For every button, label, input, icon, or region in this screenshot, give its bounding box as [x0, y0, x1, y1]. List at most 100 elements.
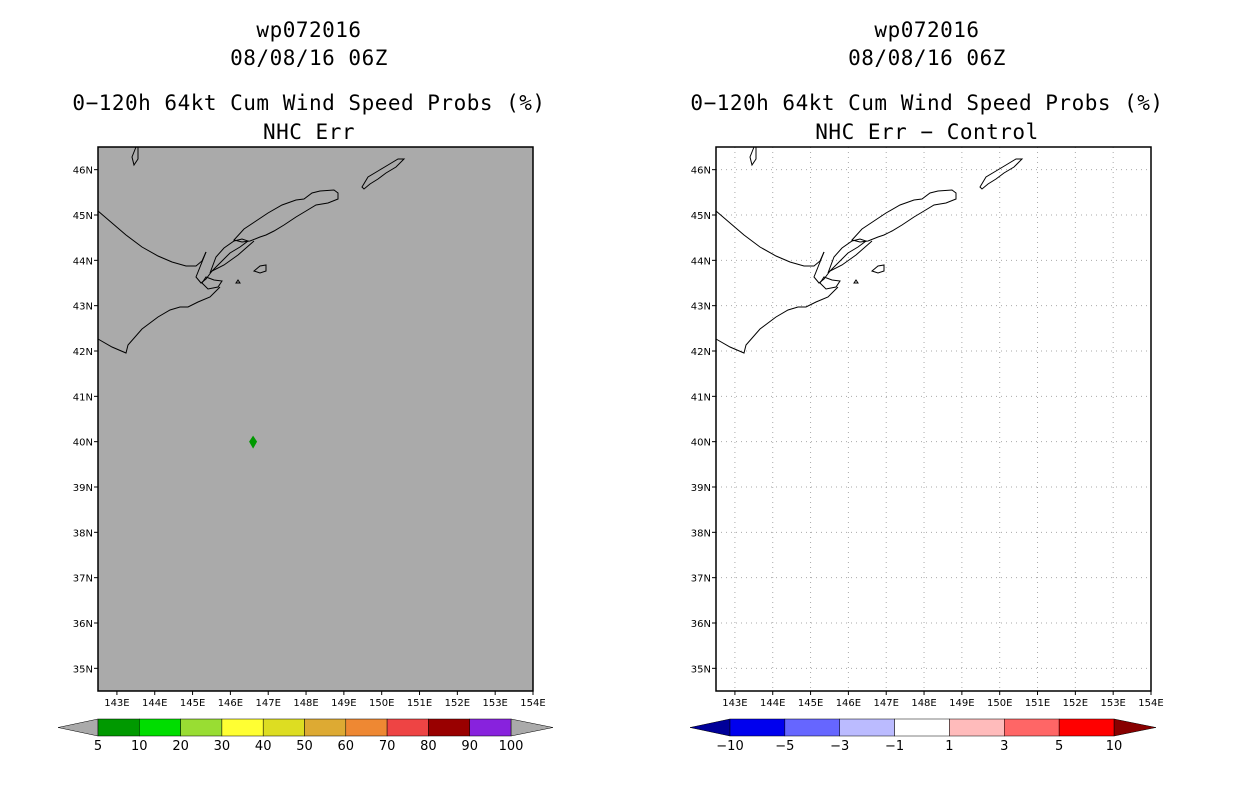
lat-tick-label: 45N — [691, 211, 711, 222]
lat-tick-label: 39N — [73, 483, 93, 494]
plot-frame — [715, 146, 1152, 692]
colorbar-label: 30 — [214, 739, 231, 754]
datetime: 08/08/16 06Z — [230, 46, 388, 70]
lon-tick-label: 143E — [104, 698, 129, 709]
colorbar-label: 100 — [499, 739, 524, 754]
lat-tick-label: 44N — [691, 256, 711, 267]
lon-tick-label: 145E — [798, 698, 823, 709]
colorbar-label: 5 — [1055, 739, 1063, 754]
product-title: 0−120h 64kt Cum Wind Speed Probs (%) — [72, 91, 546, 115]
colorbar-swatch — [304, 718, 347, 737]
lon-tick-label: 143E — [722, 698, 747, 709]
island-outline — [851, 189, 957, 243]
colorbar-swatch — [345, 718, 388, 737]
datetime: 08/08/16 06Z — [848, 46, 1006, 70]
lat-tick-label: 38N — [73, 528, 93, 539]
island-outline — [870, 264, 885, 274]
lon-tick-label: 154E — [1138, 698, 1163, 709]
lat-tick-label: 36N — [691, 619, 711, 630]
lat-tick-label: 40N — [73, 438, 93, 449]
lon-tick-label: 146E — [218, 698, 243, 709]
colorbar-swatch — [729, 718, 786, 737]
lat-tick-label: 42N — [691, 347, 711, 358]
colorbar-swatch — [469, 718, 512, 737]
island-outline — [252, 264, 267, 274]
lon-tick-label: 151E — [1025, 698, 1050, 709]
island-outline — [235, 279, 241, 284]
colorbar-over-arrow — [510, 718, 554, 737]
lon-tick-label: 147E — [256, 698, 281, 709]
coastline — [715, 146, 1024, 354]
lon-tick-label: 152E — [445, 698, 470, 709]
colorbar: 5 10 20 30 40 50 60 70 80 90 100 — [57, 718, 554, 754]
island-outline — [853, 279, 859, 284]
lon-tick-label: 153E — [1100, 698, 1125, 709]
colorbar-label: 3 — [1000, 739, 1008, 754]
colorbar-swatch — [139, 718, 181, 737]
coastline-segment — [131, 146, 139, 167]
diamond-icon — [249, 435, 258, 449]
colorbar-swatch — [784, 718, 840, 737]
colorbar-swatch — [180, 718, 223, 737]
coastline-segment — [715, 286, 839, 354]
colorbar-swatch — [839, 718, 895, 737]
lat-tick-label: 41N — [73, 392, 93, 403]
lon-tick-label: 150E — [369, 698, 394, 709]
lat-tick-label: 35N — [73, 664, 93, 675]
lat-tick-label: 46N — [73, 166, 93, 177]
lat-tick-label: 35N — [691, 664, 711, 675]
colorbar-label: 5 — [94, 739, 102, 754]
island-outline — [979, 158, 1024, 190]
coastline-segment — [813, 240, 873, 284]
lon-tick-label: 154E — [520, 698, 545, 709]
plot-area — [98, 147, 533, 691]
colorbar-under-arrow — [57, 718, 99, 737]
colorbar-under-arrow — [689, 718, 731, 737]
subtitle: NHC Err — [262, 120, 355, 144]
coastline-segment — [195, 240, 255, 284]
lat-tick-label: 36N — [73, 619, 93, 630]
subtitle: NHC Err − Control — [815, 120, 1039, 144]
colorbar-swatch — [428, 718, 470, 737]
lon-tick-label: 147E — [874, 698, 899, 709]
lon-tick-label: 148E — [911, 698, 936, 709]
lat-tick-label: 40N — [691, 438, 711, 449]
lon-tick-label: 144E — [760, 698, 785, 709]
colorbar-swatch — [1004, 718, 1060, 737]
colorbar-label: −1 — [885, 739, 904, 754]
lat-tick-label: 38N — [691, 528, 711, 539]
left-panel: wp072016 08/08/16 06Z 0−120h 64kt Cum Wi… — [57, 18, 554, 754]
colorbar-label: 90 — [461, 739, 478, 754]
storm-id: wp072016 — [256, 18, 362, 42]
colorbar-swatch — [262, 718, 305, 737]
colorbar-label: 1 — [945, 739, 953, 754]
lat-tick-label: 43N — [691, 302, 711, 313]
coastline-segment — [97, 210, 207, 267]
colorbar-label: 10 — [131, 739, 148, 754]
coastline-segment — [97, 286, 221, 354]
lat-tick-label: 37N — [691, 574, 711, 585]
lat-tick-label: 39N — [691, 483, 711, 494]
lon-tick-label: 150E — [987, 698, 1012, 709]
storm-id: wp072016 — [874, 18, 980, 42]
colorbar-label: −5 — [775, 739, 794, 754]
colorbar-label: 50 — [296, 739, 313, 754]
island-outline — [361, 158, 406, 190]
plot-frame — [97, 146, 534, 692]
map-plot: 143E 144E 145E 146E 147E 148E 149E 150E 151E 152E… — [57, 146, 554, 754]
lat-tick-label: 42N — [73, 347, 93, 358]
coastline-segment — [715, 210, 825, 267]
lon-tick-label: 152E — [1063, 698, 1088, 709]
coastline — [97, 146, 406, 354]
island-outline — [201, 276, 223, 290]
colorbar-label: −10 — [716, 739, 743, 754]
colorbar-swatch — [97, 718, 140, 737]
colorbar-swatch — [1058, 718, 1115, 737]
plot-area — [716, 147, 1151, 691]
colorbar-label: 70 — [379, 739, 396, 754]
right-panel: wp072016 08/08/16 06Z 0−120h 64kt Cum Wi… — [618, 0, 1236, 800]
colorbar-label: 80 — [420, 739, 437, 754]
colorbar: −10 −5 −3 −1 1 3 5 10 — [689, 718, 1157, 754]
colorbar-over-arrow — [1113, 718, 1157, 737]
lon-tick-label: 145E — [180, 698, 205, 709]
